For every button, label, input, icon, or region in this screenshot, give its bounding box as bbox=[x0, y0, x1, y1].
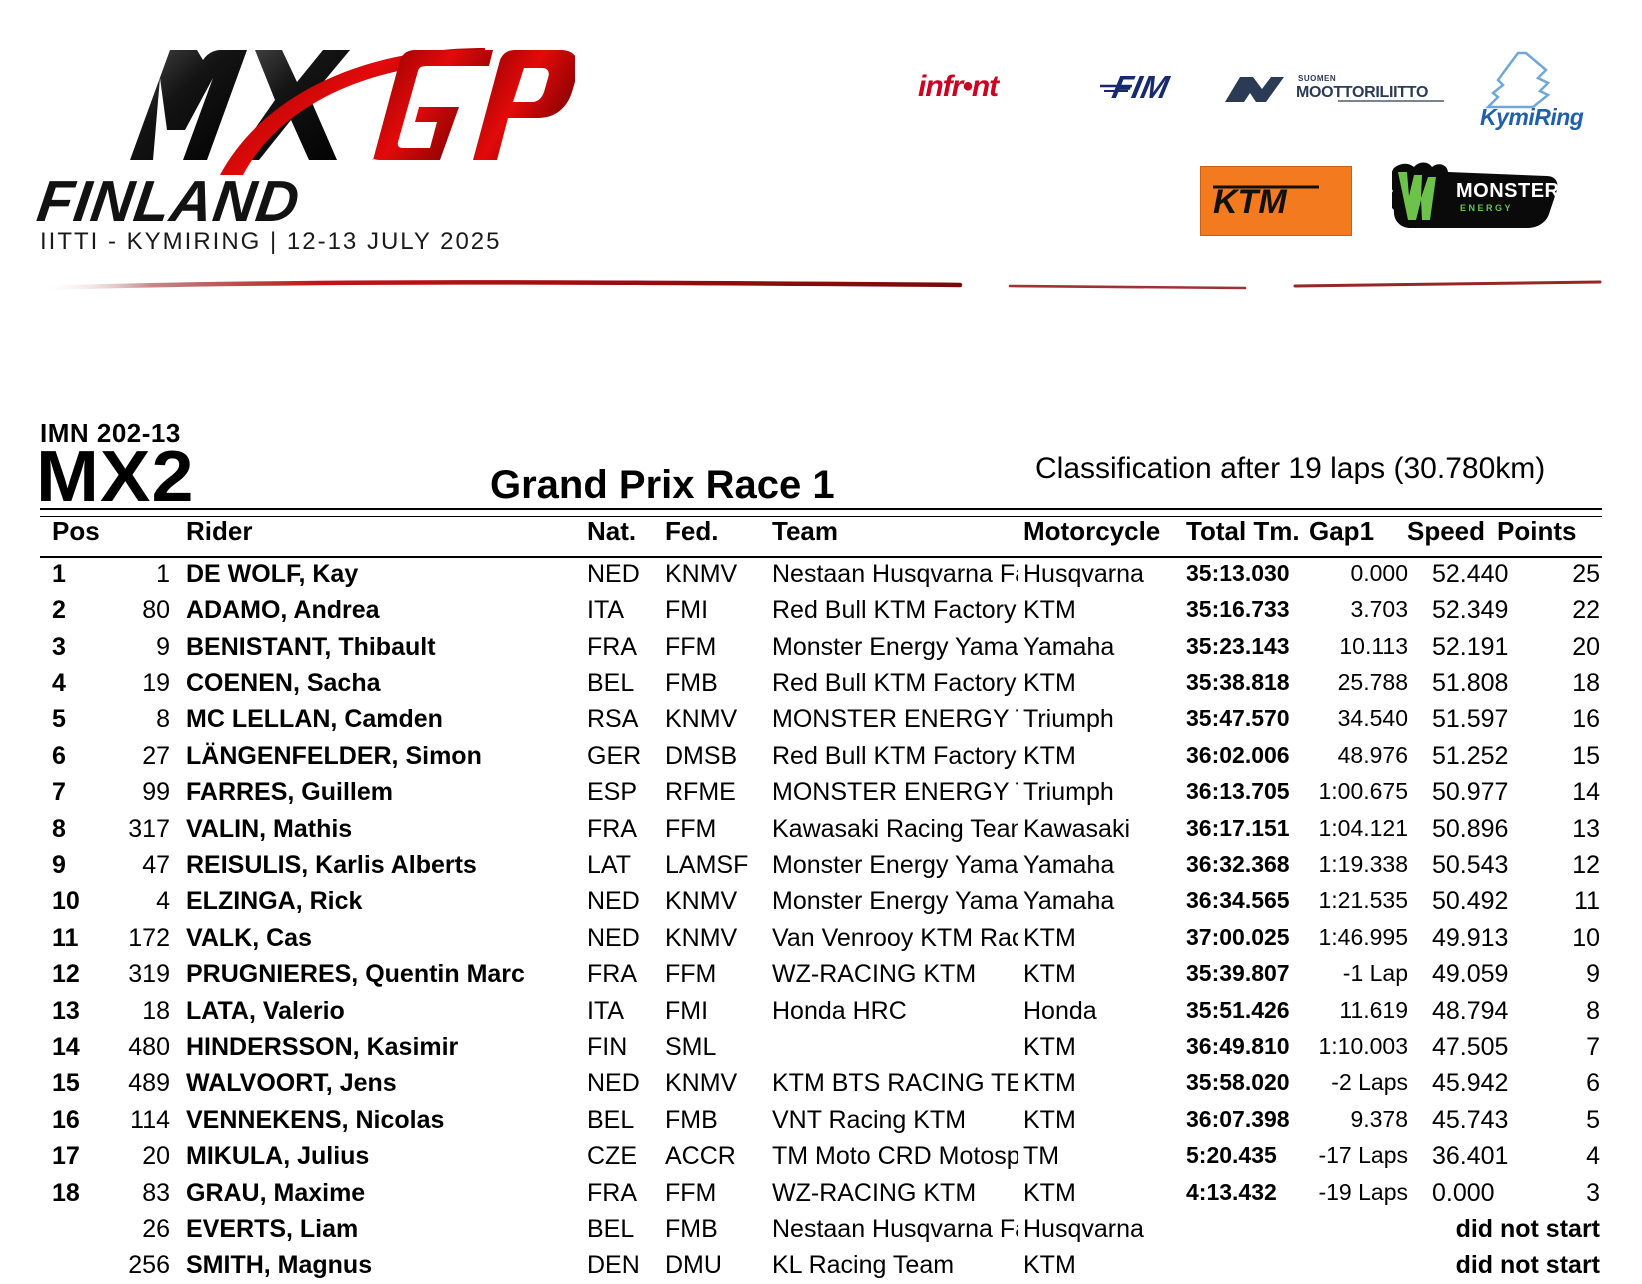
svg-text:KymiRing: KymiRing bbox=[1480, 104, 1584, 130]
svg-text:ENERGY: ENERGY bbox=[1460, 203, 1513, 213]
svg-text:FIM: FIM bbox=[1109, 69, 1173, 105]
svg-text:MONSTER: MONSTER bbox=[1456, 180, 1560, 202]
svg-text:MOOTTORILIITTO: MOOTTORILIITTO bbox=[1296, 84, 1428, 101]
svg-text:SUOMEN: SUOMEN bbox=[1298, 74, 1336, 83]
svg-text:KTM: KTM bbox=[1213, 183, 1287, 221]
